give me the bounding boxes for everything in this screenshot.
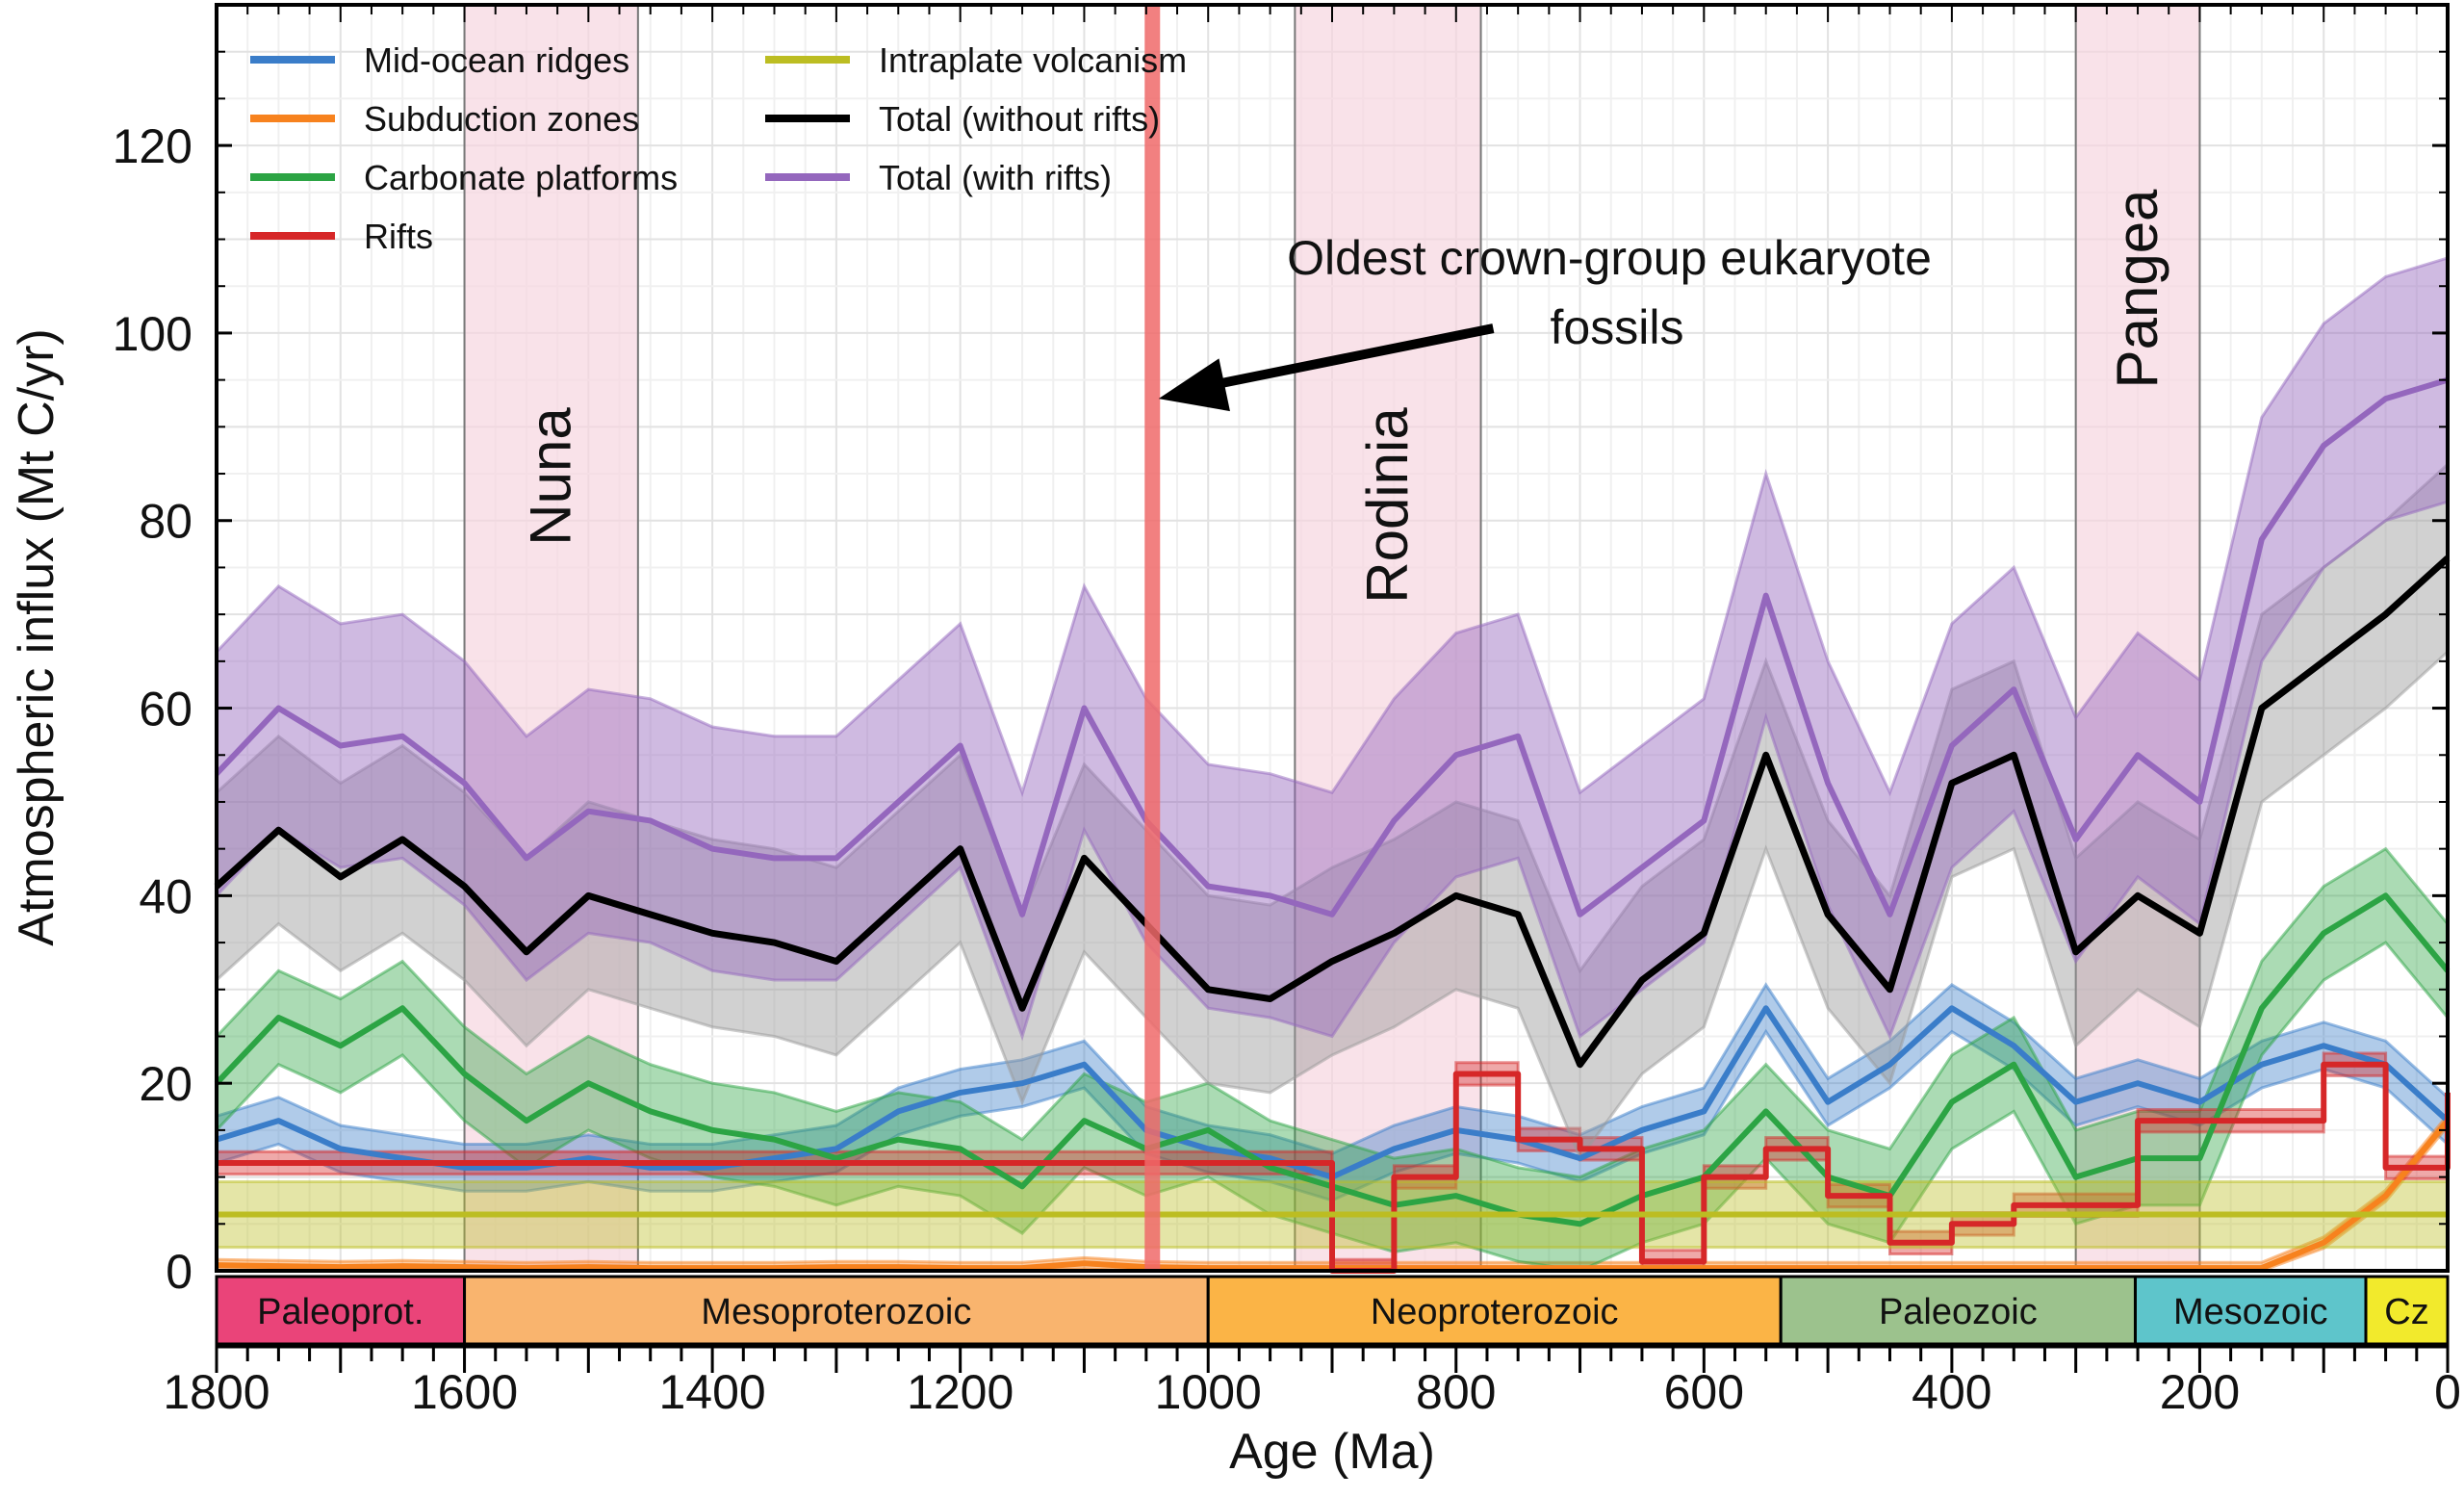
supercontinent-label: Pangea — [2105, 189, 2169, 388]
legend-label: Carbonate platforms — [364, 158, 678, 197]
y-axis-label: Atmospheric influx (Mt C/yr) — [9, 328, 64, 945]
x-tick-label: 1400 — [658, 1365, 765, 1419]
x-tick-label: 1000 — [1155, 1365, 1262, 1419]
era-label: Mesoproterozoic — [701, 1292, 971, 1332]
x-tick-label: 400 — [1912, 1365, 1991, 1419]
arrow-shaft — [1210, 323, 1495, 391]
era-label: Neoproterozoic — [1371, 1292, 1619, 1332]
annotation: Oldest crown-group eukaryote fossils — [1158, 231, 1932, 412]
series-lines — [214, 376, 2451, 1274]
line-total-with-rifts- — [214, 376, 2449, 917]
x-tick-label: 800 — [1416, 1365, 1496, 1419]
axes: 0 20 40 60 80 100 120 1800 1600 1400 1200 1000 800 60… — [113, 3, 2461, 1419]
legend: Mid-ocean ridges Subduction zones Carbonat… — [250, 40, 1187, 256]
legend-label: Subduction zones — [364, 99, 639, 139]
x-tick-label: 0 — [2434, 1365, 2461, 1419]
y-tick-label: 100 — [113, 307, 192, 361]
line-total-without-rifts- — [214, 555, 2451, 1069]
y-tick-label: 60 — [139, 683, 192, 736]
era-label: Paleoprot. — [257, 1292, 424, 1332]
y-tick-label: 20 — [139, 1057, 192, 1111]
x-tick-label: 600 — [1664, 1365, 1744, 1419]
legend-label: Total (without rifts) — [879, 99, 1160, 139]
annotation-line-1: Oldest crown-group eukaryote — [1287, 231, 1932, 285]
x-tick-label: 1600 — [411, 1365, 518, 1419]
eukaryote-marker-line — [1144, 5, 1161, 1271]
era-bar: Paleoprot. Mesoproterozoic Neoproterozoic P… — [215, 1275, 2450, 1373]
era-label: Cz — [2384, 1292, 2428, 1332]
legend-label: Rifts — [364, 217, 433, 256]
arrow-head-icon — [1158, 358, 1230, 412]
legend-label: Intraplate volcanism — [879, 40, 1187, 80]
supercontinent-label: Rodinia — [1355, 407, 1420, 604]
x-tick-label: 1800 — [163, 1365, 270, 1419]
y-tick-label: 0 — [166, 1245, 192, 1299]
era-paleozoic — [1779, 1275, 2137, 1346]
supercontinent-label: Nuna — [519, 407, 583, 546]
annotation-line-2: fossils — [1551, 300, 1684, 354]
x-tick-label: 1200 — [907, 1365, 1014, 1419]
era-mesoproterozoic — [463, 1275, 1210, 1346]
eukaryote-marker — [1144, 5, 1161, 1271]
y-tick-label: 80 — [139, 495, 192, 549]
legend-label: Mid-ocean ridges — [364, 40, 629, 80]
x-tick-label: 200 — [2160, 1365, 2240, 1419]
line-rifts — [217, 1061, 2451, 1274]
era-cz — [2364, 1275, 2450, 1346]
era-label: Paleozoic — [1879, 1292, 2038, 1332]
era-label: Mesozoic — [2173, 1292, 2328, 1332]
y-tick-label: 120 — [113, 119, 192, 173]
era-paleoprot — [215, 1275, 467, 1346]
legend-label: Total (with rifts) — [879, 158, 1112, 197]
y-tick-label: 40 — [139, 869, 192, 923]
x-axis-label: Age (Ma) — [1229, 1424, 1435, 1480]
